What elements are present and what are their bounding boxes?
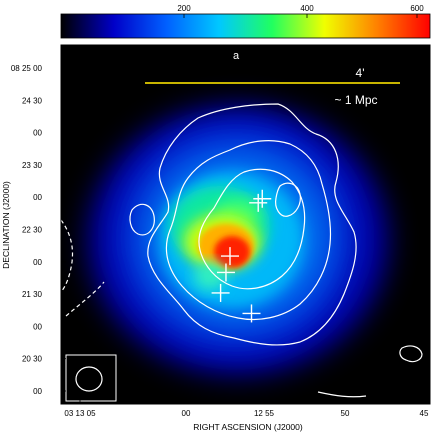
y-tick-label: 22 30	[22, 226, 43, 235]
contour-outer	[147, 103, 357, 346]
x-axis-label: RIGHT ASCENSION (J2000)	[193, 422, 303, 432]
radio-contours	[61, 103, 423, 398]
point-source-markers	[211, 189, 272, 323]
xray-emission	[88, 105, 388, 375]
panel-letter: a	[233, 50, 240, 62]
y-tick-label: 20 30	[22, 355, 43, 364]
scale-bar-sublabel: ~ 1 Mpc	[334, 93, 377, 107]
y-tick-label: 08 25 00	[11, 64, 43, 73]
x-tick-label: 03 13 05	[64, 409, 96, 418]
contour-south	[317, 391, 367, 398]
emission-core-red	[214, 236, 250, 268]
point-source-cross	[221, 247, 239, 266]
y-tick-label: 00	[33, 258, 42, 267]
colorbar-strip	[60, 13, 431, 39]
x-tick-label: 00	[182, 409, 191, 418]
colorbar-tick-label: 200	[177, 4, 191, 13]
y-tick-label: 24 30	[22, 96, 43, 105]
colorbar-tick-label: 600	[410, 4, 424, 13]
scale-bar-label: 4'	[356, 66, 365, 80]
contour-southeast	[399, 345, 423, 363]
colorbar-tick-label: 400	[300, 4, 314, 13]
y-axis: 08 25 00 24 30 00 23 30 00 22 30 00 21 30 00 20 3…	[11, 64, 66, 396]
map-panel: a 4' ~ 1 Mpc	[60, 44, 431, 405]
contour-west	[129, 203, 155, 236]
emission-tail	[194, 262, 226, 290]
y-tick-label: 00	[33, 193, 42, 202]
contour-negative-west	[61, 219, 74, 293]
point-source-cross	[253, 189, 272, 208]
point-source-cross	[249, 193, 268, 212]
y-tick-label: 00	[33, 322, 42, 331]
beam-ellipse	[75, 366, 103, 392]
y-axis-label: DECLINATION (J2000)	[1, 181, 11, 269]
contour-middle	[165, 140, 332, 321]
y-tick-label: 00	[33, 129, 42, 138]
map-frame	[60, 44, 431, 405]
colorbar-ticks: 200 400 600	[177, 4, 424, 18]
y-tick-label: 21 30	[22, 290, 43, 299]
contour-knot	[275, 182, 301, 217]
point-source-cross	[216, 263, 235, 282]
point-source-cross	[211, 283, 230, 302]
x-axis: 03 13 05 00 12 55 50 45	[64, 399, 429, 418]
y-tick-label: 00	[33, 387, 42, 396]
x-tick-label: 50	[341, 409, 350, 418]
colorbar: 200 400 600	[60, 4, 431, 39]
x-tick-label: 12 55	[254, 409, 275, 418]
x-tick-label: 45	[420, 409, 429, 418]
beam-box	[65, 354, 117, 402]
y-tick-label: 23 30	[22, 161, 43, 170]
point-source-cross	[242, 304, 261, 323]
beam-indicator	[65, 354, 117, 402]
